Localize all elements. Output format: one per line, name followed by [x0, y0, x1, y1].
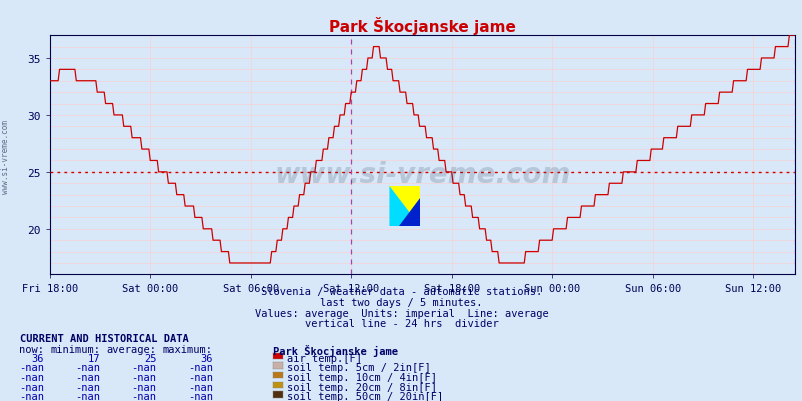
Text: -nan: -nan	[188, 391, 213, 401]
Text: -nan: -nan	[132, 382, 156, 392]
Text: soil temp. 10cm / 4in[F]: soil temp. 10cm / 4in[F]	[286, 372, 436, 382]
Text: -nan: -nan	[75, 372, 100, 382]
Text: -nan: -nan	[75, 382, 100, 392]
Text: www.si-vreme.com: www.si-vreme.com	[273, 160, 570, 188]
Text: 17: 17	[87, 353, 100, 363]
Text: Slovenia / weather data - automatic stations.: Slovenia / weather data - automatic stat…	[261, 287, 541, 297]
Text: maximum:: maximum:	[163, 344, 213, 354]
Text: last two days / 5 minutes.: last two days / 5 minutes.	[320, 298, 482, 308]
Text: -nan: -nan	[75, 391, 100, 401]
Text: -nan: -nan	[75, 363, 100, 373]
Text: minimum:: minimum:	[51, 344, 100, 354]
Text: soil temp. 5cm / 2in[F]: soil temp. 5cm / 2in[F]	[286, 363, 430, 373]
Text: -nan: -nan	[19, 363, 44, 373]
Text: 36: 36	[31, 353, 44, 363]
Text: Values: average  Units: imperial  Line: average: Values: average Units: imperial Line: av…	[254, 308, 548, 318]
Text: -nan: -nan	[19, 372, 44, 382]
Text: 25: 25	[144, 353, 156, 363]
Text: www.si-vreme.com: www.si-vreme.com	[1, 119, 10, 193]
Text: -nan: -nan	[132, 391, 156, 401]
Polygon shape	[389, 186, 419, 227]
Text: -nan: -nan	[19, 391, 44, 401]
Text: -nan: -nan	[188, 382, 213, 392]
Text: -nan: -nan	[132, 372, 156, 382]
Text: -nan: -nan	[132, 363, 156, 373]
Title: Park Škocjanske jame: Park Škocjanske jame	[329, 17, 515, 35]
Polygon shape	[389, 186, 419, 227]
Text: vertical line - 24 hrs  divider: vertical line - 24 hrs divider	[304, 318, 498, 328]
Text: air temp.[F]: air temp.[F]	[286, 353, 361, 363]
Text: CURRENT AND HISTORICAL DATA: CURRENT AND HISTORICAL DATA	[20, 333, 188, 343]
Text: soil temp. 50cm / 20in[F]: soil temp. 50cm / 20in[F]	[286, 391, 443, 401]
Text: -nan: -nan	[188, 363, 213, 373]
Text: average:: average:	[107, 344, 156, 354]
Text: -nan: -nan	[19, 382, 44, 392]
Text: -nan: -nan	[188, 372, 213, 382]
Text: now:: now:	[19, 344, 44, 354]
Polygon shape	[398, 198, 419, 227]
Text: soil temp. 20cm / 8in[F]: soil temp. 20cm / 8in[F]	[286, 382, 436, 392]
Text: Park Škocjanske jame: Park Škocjanske jame	[273, 344, 398, 356]
Text: 36: 36	[200, 353, 213, 363]
